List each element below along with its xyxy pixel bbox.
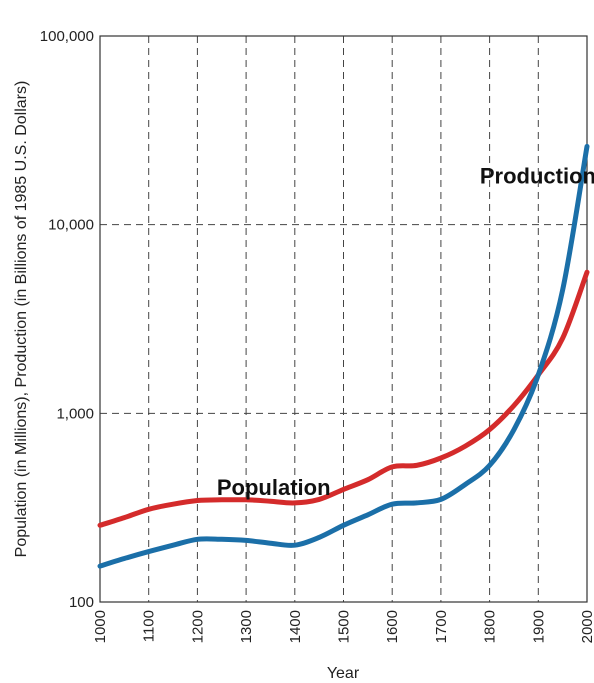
grid (100, 36, 587, 602)
x-tick-label: 1700 (433, 610, 450, 643)
x-tick-label: 1200 (189, 610, 206, 643)
y-tick-label: 100,000 (40, 28, 94, 45)
y-tick-label: 1,000 (56, 405, 94, 422)
x-tick-label: 1800 (482, 610, 499, 643)
x-tick-label: 1900 (530, 610, 547, 643)
population-line (97, 269, 590, 528)
y-tick-label: 100 (69, 594, 94, 611)
x-tick-label: 2000 (579, 610, 594, 643)
x-tick-label: 1500 (336, 610, 353, 643)
x-tick-label: 1000 (92, 610, 109, 643)
y-tick-label: 10,000 (48, 217, 94, 234)
production-label: Production (480, 164, 594, 189)
x-tick-label: 1600 (384, 610, 401, 643)
x-tick-label: 1400 (287, 610, 304, 643)
y-axis-title: Population (in Millions), Production (in… (13, 81, 30, 558)
production-line (97, 143, 590, 569)
x-tick-label: 1100 (141, 610, 158, 642)
plot-frame (99, 35, 588, 603)
x-tick-label: 1300 (238, 610, 255, 643)
series-labels: Population Production (217, 164, 594, 500)
population-label: Population (217, 475, 331, 500)
x-tick-labels: 1000 1100 1200 1300 1400 1500 1600 1700 1800 1900… (92, 610, 594, 643)
series-lines (97, 143, 590, 569)
y-tick-labels: 100 1,000 10,000 100,000 (40, 28, 94, 611)
x-axis-title: Year (327, 665, 360, 682)
